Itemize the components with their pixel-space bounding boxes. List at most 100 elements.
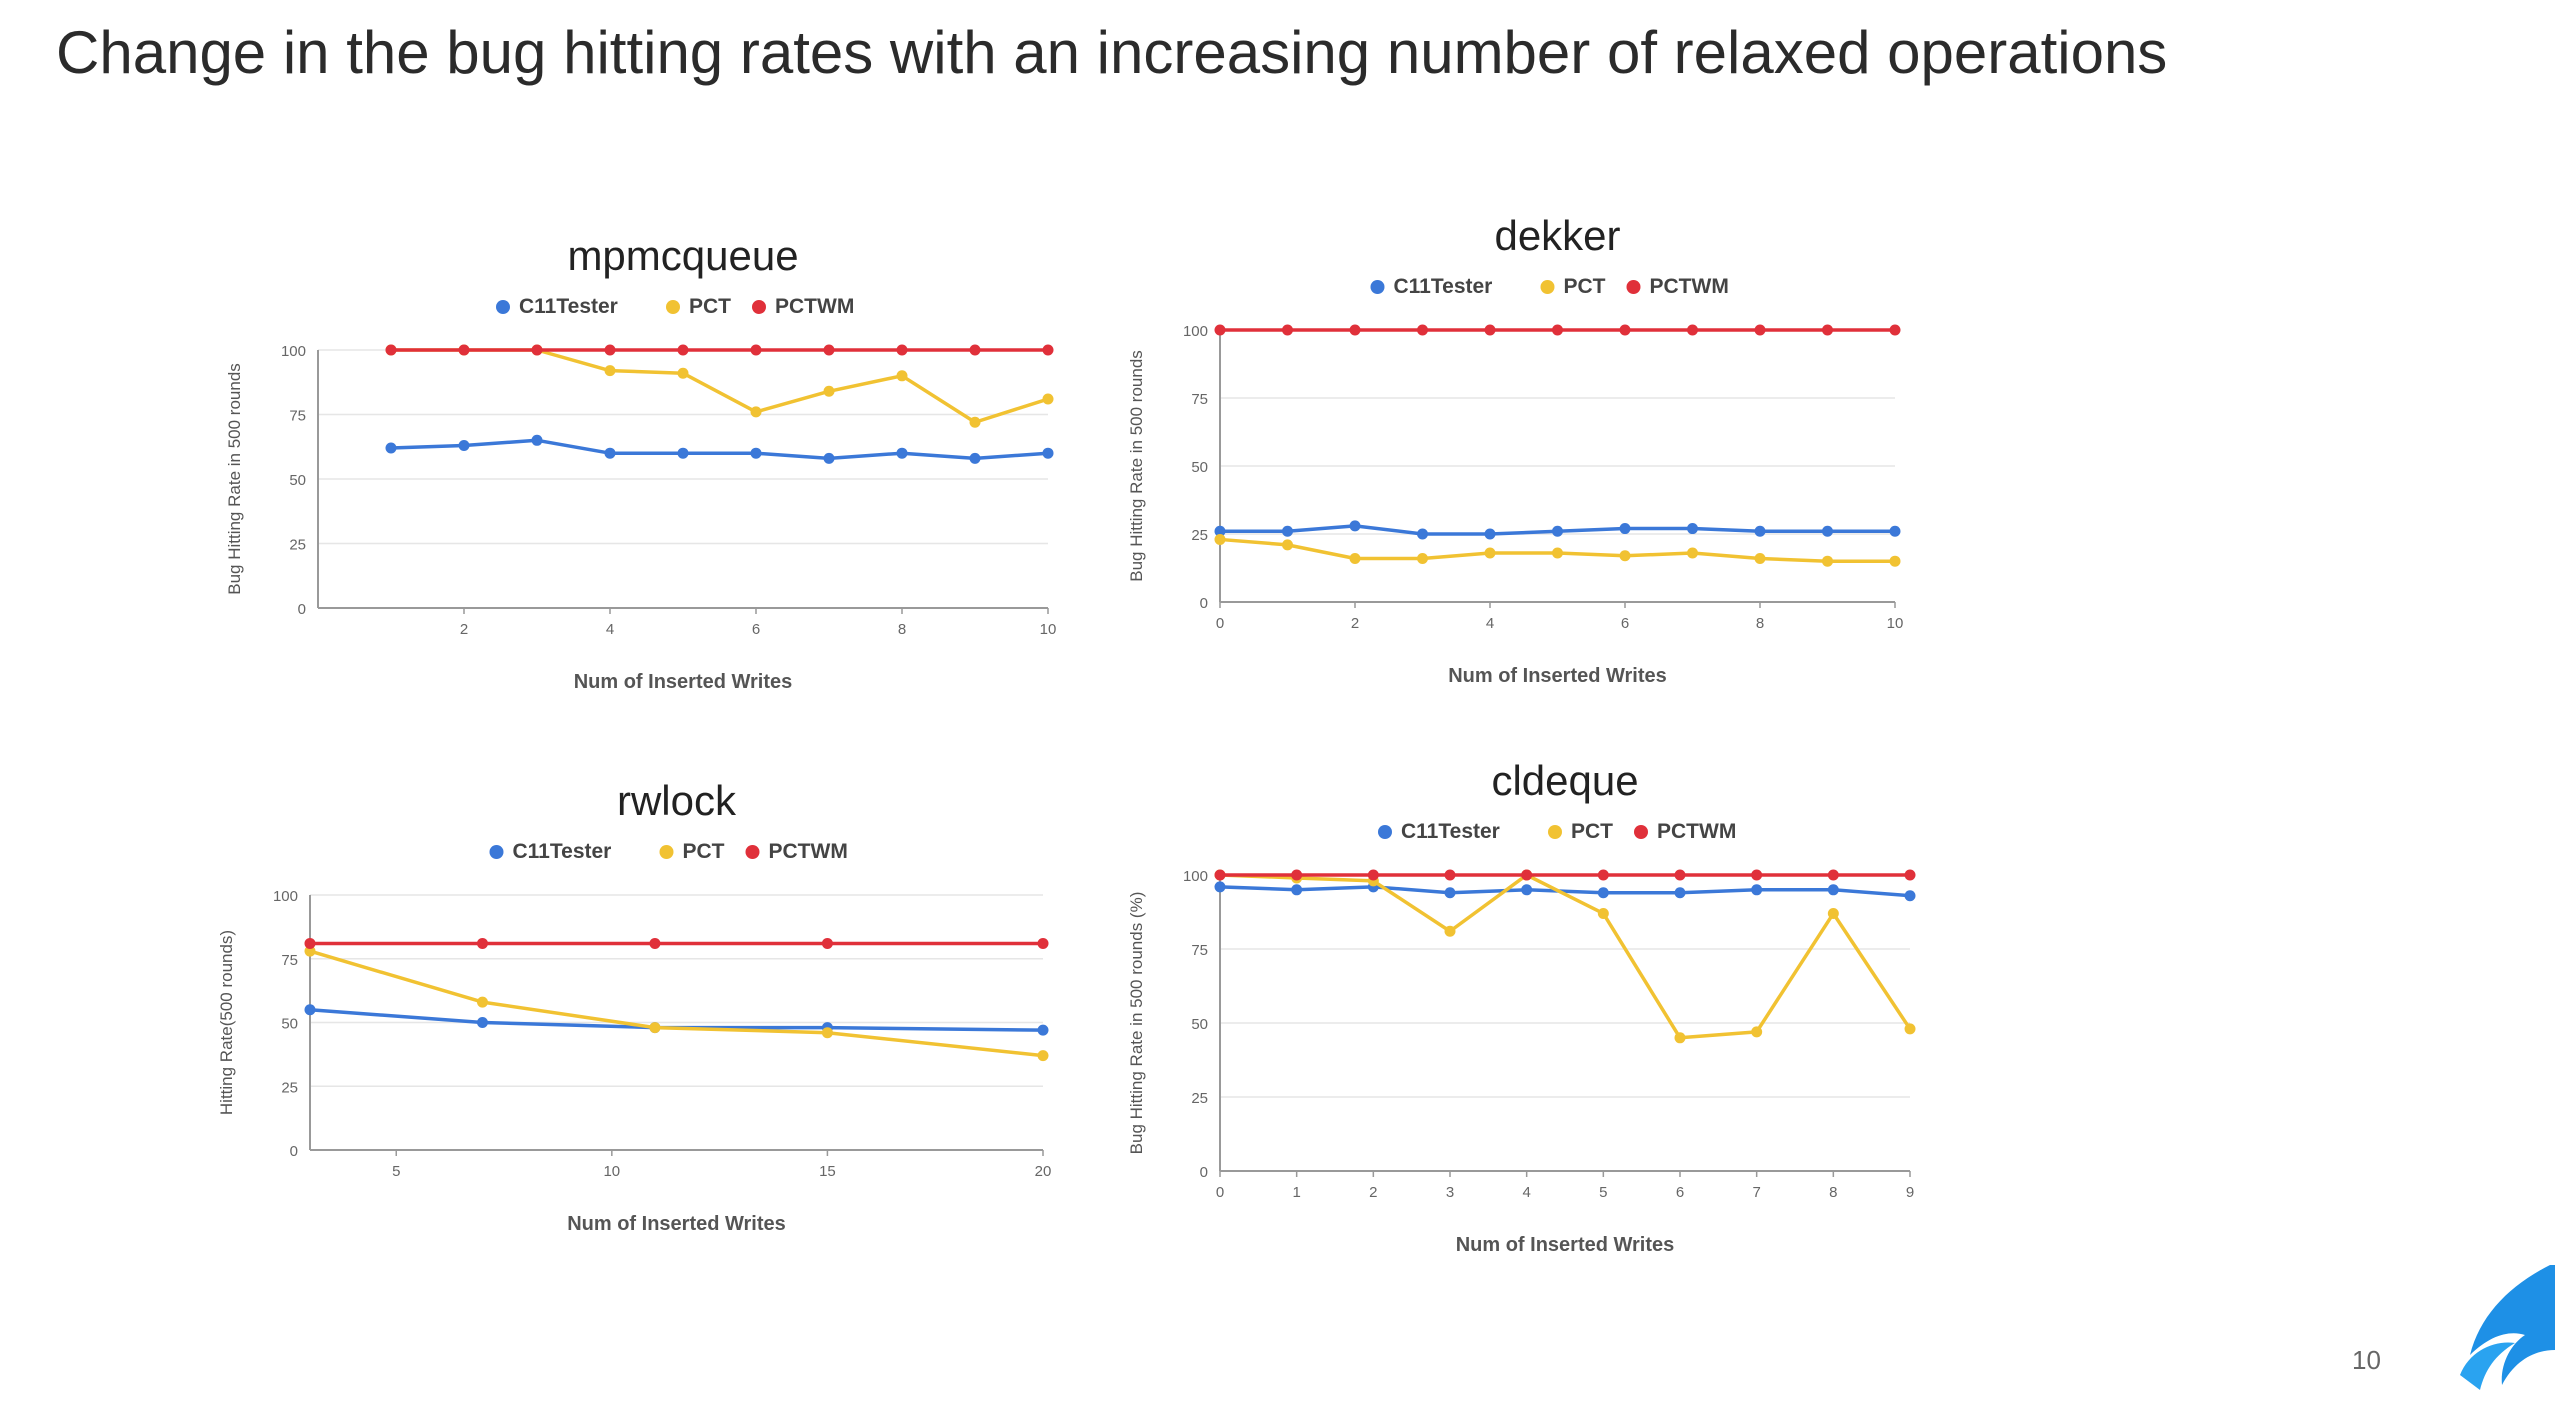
data-point-pct (896, 370, 908, 382)
y-axis-label: Bug Hitting Rate in 500 rounds (1127, 350, 1146, 582)
legend-label: C11Tester (519, 295, 618, 318)
data-point-pctwm (1291, 869, 1303, 881)
y-tick-label: 100 (281, 343, 306, 360)
x-tick-label: 8 (1756, 615, 1764, 632)
data-point-c11tester (1889, 525, 1901, 537)
chart-title: dekker (1494, 212, 1620, 259)
data-point-c11tester (1754, 525, 1766, 537)
data-point-c11tester (1214, 525, 1226, 537)
data-point-pctwm (1827, 869, 1839, 881)
legend-marker (489, 845, 504, 859)
x-tick-label: 5 (1599, 1184, 1607, 1201)
y-tick-label: 75 (289, 408, 306, 425)
data-point-c11tester (1444, 887, 1456, 899)
data-point-pct (604, 365, 616, 377)
x-axis-label: Num of Inserted Writes (574, 671, 793, 693)
x-tick-label: 10 (603, 1163, 620, 1180)
data-point-c11tester (1282, 525, 1293, 537)
data-point-c11tester (1042, 447, 1054, 459)
data-point-c11tester (531, 434, 543, 446)
data-point-pctwm (750, 344, 762, 356)
legend-label: PCT (689, 295, 731, 318)
data-point-pctwm (1367, 869, 1379, 881)
data-point-pctwm (385, 344, 397, 356)
data-point-pctwm (1349, 324, 1361, 336)
page-number: 10 (2352, 1345, 2381, 1375)
x-tick-label: 2 (1369, 1184, 1377, 1201)
x-tick-label: 8 (898, 621, 906, 638)
legend-label: PCTWM (775, 295, 854, 318)
legend-label: PCTWM (1657, 820, 1736, 843)
y-tick-label: 0 (298, 601, 306, 618)
data-point-pctwm (604, 344, 616, 356)
x-tick-label: 2 (1351, 615, 1359, 632)
x-tick-label: 4 (1486, 615, 1494, 632)
x-tick-label: 10 (1887, 615, 1904, 632)
data-point-pctwm (1484, 324, 1496, 336)
x-tick-label: 6 (752, 621, 760, 638)
legend-marker (752, 300, 766, 314)
data-point-pct (750, 406, 762, 418)
legend-marker (659, 845, 674, 859)
data-point-pctwm (1282, 324, 1293, 336)
data-point-pctwm (969, 344, 981, 356)
data-point-c11tester (1827, 884, 1839, 896)
data-point-pct (1674, 1032, 1686, 1044)
data-point-pct (1282, 539, 1293, 551)
data-point-c11tester (304, 1004, 316, 1016)
data-point-pctwm (1754, 324, 1766, 336)
data-point-pctwm (1037, 937, 1049, 949)
data-point-c11tester (1291, 884, 1303, 896)
legend-label: PCT (683, 840, 725, 863)
x-tick-label: 8 (1829, 1184, 1837, 1201)
data-point-pctwm (1687, 324, 1698, 336)
data-point-pctwm (1597, 869, 1609, 881)
data-point-c11tester (750, 447, 762, 459)
x-tick-label: 15 (819, 1163, 836, 1180)
series-line-pct (1219, 873, 1912, 1040)
data-point-pctwm (476, 937, 488, 949)
chart-cldeque: cldeque C11Tester PCT PCTWM 0 25 50 75 100 0 1 2 3 4 5… (1110, 740, 1990, 1270)
y-tick-label: 25 (281, 1079, 298, 1096)
chart-title: cldeque (1491, 757, 1638, 804)
data-point-pctwm (1751, 869, 1763, 881)
data-point-pctwm (1417, 324, 1428, 336)
data-point-pct (1827, 907, 1839, 919)
data-point-pct (1484, 547, 1496, 559)
legend-label: PCTWM (1650, 275, 1729, 298)
y-tick-label: 25 (1191, 527, 1208, 544)
data-point-pct (1042, 393, 1054, 405)
legend-marker (1548, 825, 1562, 839)
wave-logo-icon (2440, 1255, 2560, 1400)
legend-label: C11Tester (513, 840, 612, 863)
x-tick-label: 3 (1446, 1184, 1454, 1201)
data-point-pctwm (1619, 324, 1631, 336)
data-point-c11tester (1597, 887, 1609, 899)
x-tick-label: 4 (606, 621, 614, 638)
legend-marker (1626, 280, 1641, 294)
data-point-pctwm (1822, 324, 1833, 336)
data-point-pctwm (1904, 869, 1916, 881)
legend-marker (1370, 280, 1385, 294)
data-point-pct (649, 1022, 661, 1034)
y-tick-label: 75 (281, 952, 298, 969)
data-point-pctwm (1521, 869, 1533, 881)
data-point-c11tester (1904, 890, 1916, 902)
data-point-c11tester (677, 447, 689, 459)
legend-label: C11Tester (1401, 820, 1500, 843)
series-line-c11tester (390, 438, 1049, 461)
data-point-pct (1619, 550, 1631, 562)
data-point-pct (1751, 1026, 1763, 1038)
legend-marker (1540, 280, 1555, 294)
data-point-c11tester (385, 442, 397, 454)
y-tick-label: 100 (273, 888, 298, 905)
data-point-pctwm (677, 344, 689, 356)
data-point-c11tester (823, 452, 835, 464)
y-tick-label: 0 (1200, 595, 1208, 612)
data-point-c11tester (1214, 881, 1226, 893)
x-tick-label: 5 (392, 1163, 400, 1180)
data-point-c11tester (1619, 523, 1631, 535)
x-tick-label: 10 (1040, 621, 1057, 638)
y-tick-label: 75 (1191, 391, 1208, 408)
